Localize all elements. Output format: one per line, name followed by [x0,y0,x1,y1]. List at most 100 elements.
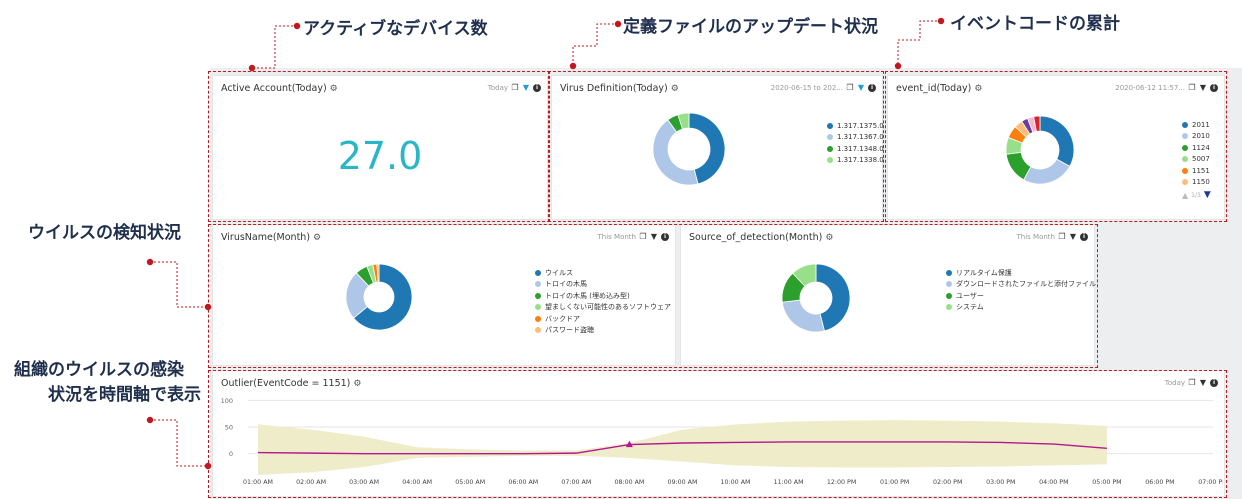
legend-label: 2011 [1192,120,1210,129]
donut-slice-システム[interactable] [792,263,817,287]
callout-dot [204,462,212,470]
copy-icon[interactable]: ❐ [1058,232,1066,241]
donut-slice-パスワード盗聴[interactable] [376,263,380,283]
legend-swatch [535,281,541,288]
legend-label: トロイの木馬 (埋め込み型) [545,291,630,300]
legend-swatch [946,281,952,288]
copy-icon[interactable]: ❐ [639,232,647,241]
legend-item[interactable]: 1150 [1182,177,1211,189]
donut-slice-ウイルス[interactable] [353,263,413,331]
gear-icon[interactable]: ⚙ [353,379,362,389]
legend-swatch [1182,167,1188,174]
legend-item[interactable]: リアルタイム保護 [946,267,1096,279]
legend-item[interactable]: 1151 [1182,165,1211,177]
legend-label: トロイの木馬 [545,280,587,289]
x-tick-label: 01:00 PM [880,479,909,486]
x-tick-label: 04:00 AM [402,479,432,486]
callout-dot [146,416,154,424]
filter-icon[interactable]: ▼ [522,83,530,92]
legend-item[interactable]: ユーザー [946,290,1096,302]
legend-item[interactable]: 1.317.1338.0 [827,155,884,167]
legend-item[interactable]: 2010 [1182,131,1211,143]
confidence-band [258,420,1107,475]
legend-label: ウイルス [545,268,573,277]
outlier-marker[interactable] [625,440,633,448]
pager-down-icon[interactable]: ▼ [1203,190,1211,200]
time-range-label: This Month [597,233,636,241]
gear-icon[interactable]: ⚙ [313,233,322,243]
legend-swatch [1182,179,1188,186]
pager-up-icon[interactable]: ▲ [1182,190,1189,200]
info-icon[interactable]: i [1210,379,1218,387]
filter-icon[interactable]: ▼ [857,83,865,92]
legend-item[interactable]: 1.317.1375.0 [827,120,884,132]
legend-item[interactable]: 1.317.1348.0 [827,143,884,155]
legend-item[interactable]: トロイの木馬 [535,279,671,291]
legend-item[interactable]: ダウンロードされたファイルと添付ファイル [946,279,1096,291]
filter-icon[interactable]: ▼ [1199,378,1207,387]
x-tick-label: 03:00 PM [986,479,1015,486]
panel-title: Active Account(Today) [221,83,327,94]
gear-icon[interactable]: ⚙ [670,84,679,94]
callout-frame-active [208,71,550,222]
donut-slice-1.317.1338.0[interactable] [677,112,690,130]
filter-icon[interactable]: ▼ [1199,83,1207,92]
donut-slice-1.317.1375.0[interactable] [688,112,726,185]
filter-icon[interactable]: ▼ [1069,232,1077,241]
donut-slice-リアルタイム保護[interactable] [815,263,851,332]
panel-title: Source_of_detection(Month) [689,232,823,243]
callout-frame-outlier [208,370,1227,498]
y-tick-label: 0 [229,450,233,458]
active-account-value: 27.0 [337,134,423,178]
legend-label: 望ましくない可能性のあるソフトウェア [545,303,671,312]
legend-label: システム [956,303,984,312]
event-id-legend: 2011 2010 1124 5007 1151 1150 [1182,119,1211,188]
copy-icon[interactable]: ❐ [1188,83,1196,92]
info-icon[interactable]: i [1210,84,1218,92]
gear-icon[interactable]: ⚙ [825,233,834,243]
callout-definition-update: 定義ファイルのアップデート状況 [623,17,878,37]
callout-event-code-total: イベントコードの累計 [950,14,1120,34]
legend-item[interactable]: 望ましくない可能性のあるソフトウェア [535,302,671,314]
source-of-detection-legend: リアルタイム保護 ダウンロードされたファイルと添付ファイル ユーザー システム [946,267,1096,313]
legend-item[interactable]: ウイルス [535,267,671,279]
legend-item[interactable]: バックドア [535,313,671,325]
legend-label: ダウンロードされたファイルと添付ファイル [956,280,1096,289]
info-icon[interactable]: i [533,84,541,92]
callout-dot [614,20,622,28]
callout-frame-detection [208,224,1098,368]
filter-icon[interactable]: ▼ [650,232,658,241]
legend-swatch [827,122,833,129]
callout-dot [248,64,256,72]
legend-item[interactable]: トロイの木馬 (埋め込み型) [535,290,671,302]
legend-item[interactable]: システム [946,302,1096,314]
x-tick-label: 02:00 AM [296,479,326,486]
legend-item[interactable]: 2011 [1182,119,1211,131]
info-icon[interactable]: i [868,84,876,92]
copy-icon[interactable]: ❐ [511,83,519,92]
virus-name-panel: VirusName(Month) ⚙ This Month ❐ ▼ i ウイルスト… [212,224,676,366]
x-tick-label: 11:00 AM [774,479,804,486]
legend-swatch [1182,144,1188,151]
legend-item[interactable]: 5007 [1182,154,1211,166]
info-icon[interactable]: i [1080,233,1088,241]
copy-icon[interactable]: ❐ [1188,378,1196,387]
legend-label: 1.317.1338.0 [837,156,884,165]
copy-icon[interactable]: ❐ [846,83,854,92]
legend-item[interactable]: 1124 [1182,142,1211,154]
gear-icon[interactable]: ⚙ [329,84,338,94]
legend-item[interactable]: パスワード盗聴 [535,325,671,337]
x-tick-label: 01:00 AM [243,479,273,486]
donut-slice-other3[interactable] [1033,115,1041,132]
gear-icon[interactable]: ⚙ [974,84,983,94]
time-range-label: 2020-06-15 to 202... [770,84,843,92]
info-icon[interactable]: i [661,233,669,241]
legend-item[interactable]: 1.317.1367.0 [827,132,884,144]
callout-dot [146,258,154,266]
legend-swatch [535,269,541,276]
outlier-panel: Outlier(EventCode = 1151) ⚙ Today ❐ ▼ i 1… [212,370,1225,497]
panel-title: Outlier(EventCode = 1151) [221,378,351,389]
legend-swatch [535,327,541,334]
callout-virus-detection: ウイルスの検知状況 [28,223,181,243]
callout-dot [894,62,902,70]
